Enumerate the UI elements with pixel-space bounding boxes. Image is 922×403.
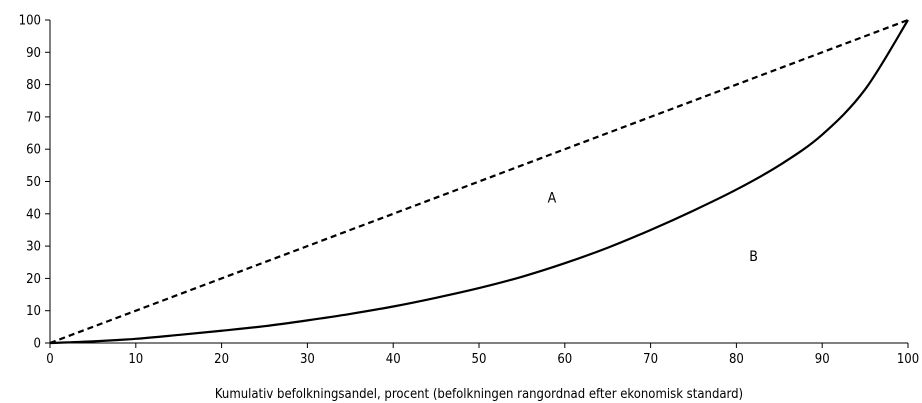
y-tick-label: 80 (26, 78, 41, 93)
axes (49, 20, 908, 344)
y-tick-label: 70 (26, 110, 41, 125)
x-tick-label: 90 (815, 352, 830, 367)
y-tick-label: 60 (26, 143, 41, 158)
x-axis-title: Kumulativ befolkningsandel, procent (bef… (215, 387, 743, 402)
y-tick-label: 50 (26, 175, 41, 190)
y-tick-label: 30 (26, 240, 41, 255)
x-ticks: 0 10 20 30 40 50 60 70 80 90 100 (46, 343, 919, 367)
x-tick-label: 60 (557, 352, 572, 367)
y-tick-label: 10 (26, 304, 41, 319)
x-tick-label: 30 (300, 352, 315, 367)
region-label-a: A (548, 191, 557, 207)
equality-line (49, 18, 909, 345)
y-tick-label: 100 (19, 14, 41, 29)
y-tick-label: 0 (34, 337, 41, 352)
x-tick-label: 70 (643, 352, 658, 367)
x-tick-label: 50 (472, 352, 487, 367)
y-tick-label: 20 (26, 272, 41, 287)
series-layer (49, 18, 909, 345)
x-tick-label: 40 (386, 352, 401, 367)
x-tick-label: 0 (46, 352, 53, 367)
x-tick-label: 20 (214, 352, 229, 367)
lorenz-curve (49, 19, 909, 345)
y-tick-label: 40 (26, 207, 41, 222)
x-tick-label: 10 (128, 352, 143, 367)
annotations: AB (548, 191, 758, 265)
y-tick-label: 90 (26, 46, 41, 61)
x-tick-label: 100 (897, 352, 919, 367)
x-tick-label: 80 (729, 352, 744, 367)
region-label-b: B (749, 249, 758, 265)
y-ticks: 0 10 20 30 40 50 60 70 80 90 100 (19, 14, 50, 352)
